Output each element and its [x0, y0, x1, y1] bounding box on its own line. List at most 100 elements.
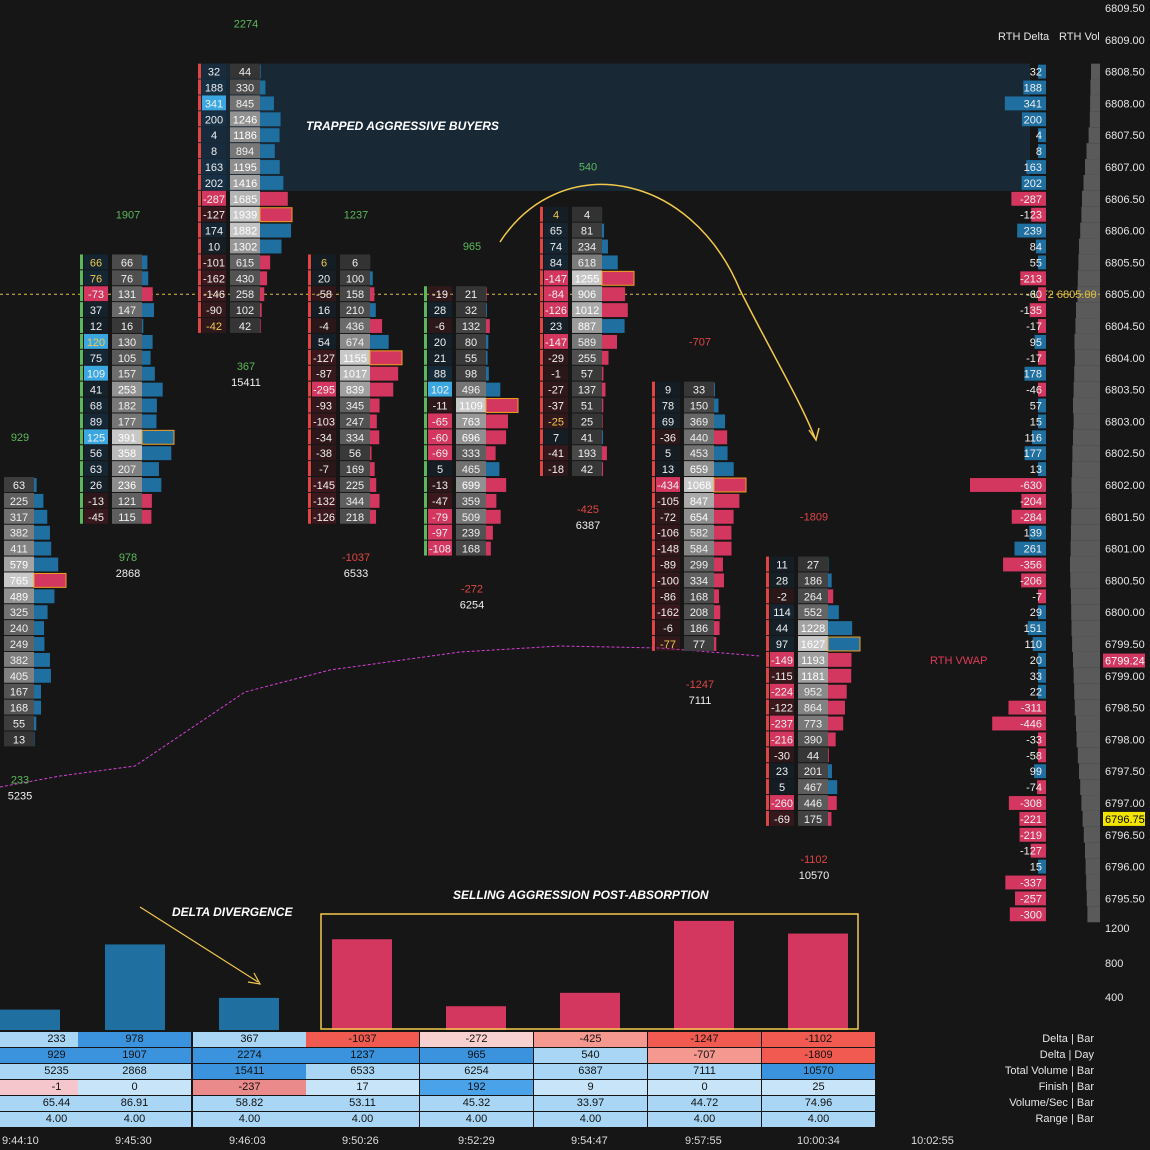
rth-vol-bar	[1089, 111, 1100, 128]
rth-vol-bar	[1071, 508, 1100, 525]
volume-cell	[112, 318, 142, 333]
rth-vol-bar	[1090, 79, 1100, 96]
volume-value: 699	[462, 480, 480, 492]
delta-value: -34	[316, 432, 332, 444]
volume-profile-bar	[260, 223, 292, 238]
current-price-tag	[1103, 811, 1145, 826]
delta-value: -1	[551, 369, 561, 381]
volume-cell	[456, 349, 486, 365]
volume-value: 440	[690, 432, 708, 444]
rth-delta-bar	[1037, 780, 1046, 795]
trapped-buyers-label: TRAPPED AGGRESSIVE BUYERS	[306, 119, 499, 133]
volume-profile-bar	[714, 557, 723, 572]
price-tick-label: 6808.50	[1105, 67, 1145, 79]
volume-profile-bar	[602, 350, 609, 365]
rth-delta-bar	[1019, 811, 1046, 826]
volume-cell	[798, 588, 828, 604]
delta-value: -13	[88, 496, 104, 508]
rth-delta-bar	[1019, 827, 1046, 842]
volume-cell	[572, 461, 602, 477]
delta-cell	[84, 477, 108, 492]
delta-cell	[656, 445, 680, 461]
volume-value: 489	[10, 591, 28, 603]
delta-cell	[202, 206, 226, 222]
delta-cell	[544, 238, 568, 254]
volume-cell	[4, 604, 34, 620]
volume-cell	[4, 636, 34, 651]
delta-value: 68	[90, 401, 102, 413]
bar-strip	[766, 779, 769, 795]
delta-cell	[544, 286, 568, 302]
delta-cell	[428, 286, 452, 302]
volume-profile-bar	[486, 509, 501, 524]
volume-cell	[684, 572, 714, 588]
volume-profile-bar	[34, 509, 48, 524]
delta-cell	[656, 524, 680, 540]
volume-profile-bar	[260, 271, 268, 286]
volume-profile-bar	[34, 637, 45, 651]
volume-cell	[798, 699, 828, 715]
volume-value: 906	[578, 289, 596, 301]
volume-cell	[340, 413, 370, 429]
volume-profile-bar	[486, 366, 489, 381]
volume-profile-bar	[714, 637, 717, 651]
volume-cell	[798, 810, 828, 826]
volume-profile-bar	[828, 573, 832, 588]
delta-cell	[544, 333, 568, 349]
bar-volume-label: 6533	[344, 568, 368, 580]
bar-strip	[198, 238, 201, 254]
delta-value: 102	[431, 385, 449, 397]
volume-cell	[340, 381, 370, 397]
volume-value: 207	[118, 464, 136, 476]
volume-value: 42	[239, 321, 251, 333]
delta-cell	[202, 174, 226, 190]
volume-profile-bar	[370, 319, 383, 333]
volume-axis-label: 800	[1105, 958, 1123, 970]
volume-profile-bar	[142, 287, 153, 302]
volume-value: 411	[10, 544, 28, 556]
volume-cell	[230, 63, 260, 79]
bar-strip	[308, 286, 311, 302]
volume-value: 253	[118, 385, 136, 397]
volume-value: 1012	[575, 305, 599, 317]
volume-cell	[230, 111, 260, 127]
delta-value: 75	[90, 353, 102, 365]
bar-strip	[80, 286, 83, 302]
volume-cell	[684, 556, 714, 572]
volume-profile-bar	[828, 621, 853, 636]
volume-value: 66	[121, 257, 133, 269]
volume-profile-bar	[34, 732, 35, 747]
delta-cell	[656, 620, 680, 636]
rth-delta-value: 84	[1030, 242, 1042, 254]
volume-profile-bar	[486, 303, 487, 318]
rth-delta-bar	[1030, 843, 1046, 858]
volume-profile-bar	[34, 589, 55, 604]
volume-cell	[798, 572, 828, 588]
volume-value: 405	[10, 671, 28, 683]
volume-cell	[456, 508, 486, 524]
volume-profile-bar	[714, 541, 732, 556]
delta-value: -147	[545, 337, 567, 349]
volume-value: 218	[346, 512, 364, 524]
volume-value: 193	[578, 448, 596, 460]
delta-cell	[428, 333, 452, 349]
delta-value: -60	[432, 432, 448, 444]
volume-value: 325	[10, 607, 28, 619]
rth-vwap-label: RTH VWAP	[930, 655, 987, 667]
volume-cell	[684, 413, 714, 429]
bar-strip	[308, 461, 311, 477]
rth-vol-bar	[1088, 127, 1100, 144]
volume-profile-bar	[828, 732, 836, 747]
volume-cell	[340, 286, 370, 302]
delta-cell	[656, 604, 680, 620]
volume-profile-bar	[486, 319, 490, 333]
rth-delta-value: 20	[1030, 655, 1042, 667]
rth-delta-value: -287	[1020, 194, 1042, 206]
bar-strip	[652, 381, 655, 397]
bar-strip	[424, 333, 427, 349]
price-tick-label: 6807.00	[1105, 162, 1145, 174]
volume-value: 239	[462, 528, 480, 540]
volume-cell	[230, 79, 260, 95]
delta-cell	[656, 508, 680, 524]
delta-value: -36	[660, 432, 676, 444]
